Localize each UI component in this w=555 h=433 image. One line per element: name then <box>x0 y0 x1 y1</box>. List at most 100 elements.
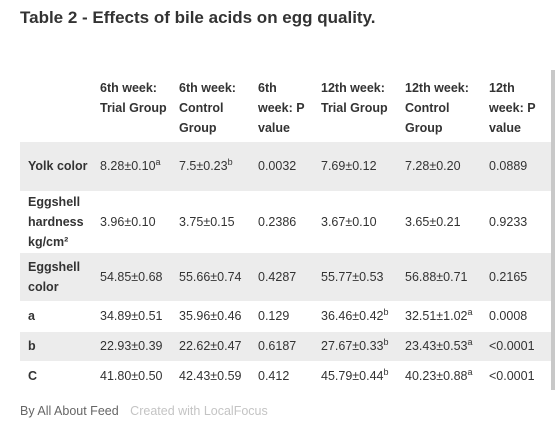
table-cell: 0.0032 <box>254 142 317 192</box>
table-cell: 0.0889 <box>485 142 552 192</box>
cell-value: 42.43±0.59 <box>179 369 242 383</box>
cell-value: 55.66±0.74 <box>179 269 242 284</box>
table-cell: 0.4287 <box>254 252 317 302</box>
header-row: 6th week: Trial Group 6th week: Control … <box>20 74 552 142</box>
table-cell: 7.69±0.12 <box>317 142 401 192</box>
table-cell: 0.9233 <box>485 191 552 253</box>
significance-superscript: a <box>155 157 161 168</box>
header-cell-12w-trial: 12th week: Trial Group <box>321 81 388 115</box>
row-label: Eggshell color <box>20 252 96 302</box>
cell-value: 0.6187 <box>258 339 297 353</box>
table-cell: 55.77±0.53 <box>317 252 401 302</box>
table-cell: 7.28±0.20 <box>401 142 485 192</box>
table-cell: 0.412 <box>254 361 317 392</box>
cell-value: 41.80±0.50 <box>100 369 163 383</box>
cell-value: 45.79±0.44 <box>321 369 384 383</box>
cell-value: 54.85±0.68 <box>100 269 163 284</box>
row-label: C <box>20 361 96 392</box>
source-credit: By All About Feed <box>20 404 119 418</box>
table-cell: <0.0001 <box>485 331 552 362</box>
cell-value: 0.0032 <box>258 159 297 174</box>
cell-value: 55.77±0.53 <box>321 269 384 284</box>
table-cell: <0.0001 <box>485 361 552 392</box>
table-cell: 54.85±0.68 <box>96 252 175 302</box>
table-cell: 27.67±0.33b <box>317 331 401 362</box>
table-cell: 8.28±0.10a <box>96 142 175 192</box>
table-cell: 0.2165 <box>485 252 552 302</box>
table-cell: 22.62±0.47 <box>175 331 254 362</box>
table-cell: 41.80±0.50 <box>96 361 175 392</box>
cell-value: 40.23±0.88 <box>405 369 468 383</box>
table-title: Table 2 - Effects of bile acids on egg q… <box>20 8 376 27</box>
significance-superscript: b <box>383 306 389 317</box>
table-cell: 32.51±1.02a <box>401 301 485 332</box>
cell-value: 0.0008 <box>489 309 528 323</box>
significance-superscript: a <box>467 366 473 377</box>
table-cell: 55.66±0.74 <box>175 252 254 302</box>
cell-value: 35.96±0.46 <box>179 309 242 323</box>
vertical-scrollbar[interactable] <box>551 70 555 390</box>
cell-value: 0.9233 <box>489 214 528 229</box>
cell-value: 22.93±0.39 <box>100 339 163 353</box>
cell-value: 0.4287 <box>258 269 297 284</box>
table-cell: 40.23±0.88a <box>401 361 485 392</box>
header-cell-row-label <box>20 74 96 142</box>
created-with-link[interactable]: Created with LocalFocus <box>130 404 268 418</box>
table-cell: 7.5±0.23b <box>175 142 254 192</box>
table-row: b 22.93±0.39 22.62±0.47 0.6187 27.67±0.33b 23… <box>20 331 552 362</box>
cell-value: 0.412 <box>258 369 290 383</box>
cell-value: 7.69±0.12 <box>321 159 377 174</box>
row-label: a <box>20 301 96 332</box>
table-cell: 36.46±0.42b <box>317 301 401 332</box>
table-cell: 0.2386 <box>254 191 317 253</box>
data-table-container: 6th week: Trial Group 6th week: Control … <box>20 74 552 392</box>
cell-value: 0.0889 <box>489 159 528 174</box>
table-cell: 3.67±0.10 <box>317 191 401 253</box>
significance-superscript: b <box>383 336 389 347</box>
table-cell: 23.43±0.53a <box>401 331 485 362</box>
cell-value: 32.51±1.02 <box>405 309 468 323</box>
egg-quality-table: 6th week: Trial Group 6th week: Control … <box>20 74 552 392</box>
table-cell: 3.96±0.10 <box>96 191 175 253</box>
significance-superscript: a <box>467 306 473 317</box>
header-cell-12w-control: 12th week: Control Group <box>405 81 469 135</box>
header-cell-6w-control: 6th week: Control Group <box>179 81 236 135</box>
table-row: Eggshell hardness kg/cm² 3.96±0.10 3.75±0.… <box>20 191 552 253</box>
row-label: Yolk color <box>20 142 96 192</box>
table-row: Eggshell color 54.85±0.68 55.66±0.74 0.4287… <box>20 252 552 302</box>
cell-value: 7.5±0.23 <box>179 159 228 174</box>
cell-value: 22.62±0.47 <box>179 339 242 353</box>
table-cell: 42.43±0.59 <box>175 361 254 392</box>
significance-superscript: b <box>227 157 233 168</box>
cell-value: 3.75±0.15 <box>179 214 235 229</box>
cell-value: 23.43±0.53 <box>405 339 468 353</box>
significance-superscript: a <box>467 336 473 347</box>
cell-value: 36.46±0.42 <box>321 309 384 323</box>
cell-value: 3.67±0.10 <box>321 214 377 229</box>
cell-value: 3.96±0.10 <box>100 214 156 229</box>
table-cell: 0.129 <box>254 301 317 332</box>
cell-value: 27.67±0.33 <box>321 339 384 353</box>
cell-value: <0.0001 <box>489 339 535 353</box>
header-cell-12w-pvalue: 12th week: P value <box>489 81 536 135</box>
cell-value: 34.89±0.51 <box>100 309 163 323</box>
table-cell: 0.0008 <box>485 301 552 332</box>
table-cell: 34.89±0.51 <box>96 301 175 332</box>
table-cell: 35.96±0.46 <box>175 301 254 332</box>
cell-value: <0.0001 <box>489 369 535 383</box>
row-label: Eggshell hardness kg/cm² <box>20 191 96 253</box>
table-cell: 45.79±0.44b <box>317 361 401 392</box>
cell-value: 8.28±0.10 <box>100 159 156 174</box>
cell-value: 7.28±0.20 <box>405 159 461 174</box>
cell-value: 3.65±0.21 <box>405 214 461 229</box>
table-cell: 56.88±0.71 <box>401 252 485 302</box>
table-cell: 3.75±0.15 <box>175 191 254 253</box>
table-row: a 34.89±0.51 35.96±0.46 0.129 36.46±0.42b 32.… <box>20 301 552 332</box>
row-label: b <box>20 331 96 362</box>
header-cell-6w-pvalue: 6th week: P value <box>258 81 305 135</box>
header-cell-6w-trial: 6th week: Trial Group <box>100 81 167 115</box>
footer: By All About Feed Created with LocalFocu… <box>20 404 268 418</box>
table-cell: 3.65±0.21 <box>401 191 485 253</box>
table-cell: 0.6187 <box>254 331 317 362</box>
table-cell: 22.93±0.39 <box>96 331 175 362</box>
